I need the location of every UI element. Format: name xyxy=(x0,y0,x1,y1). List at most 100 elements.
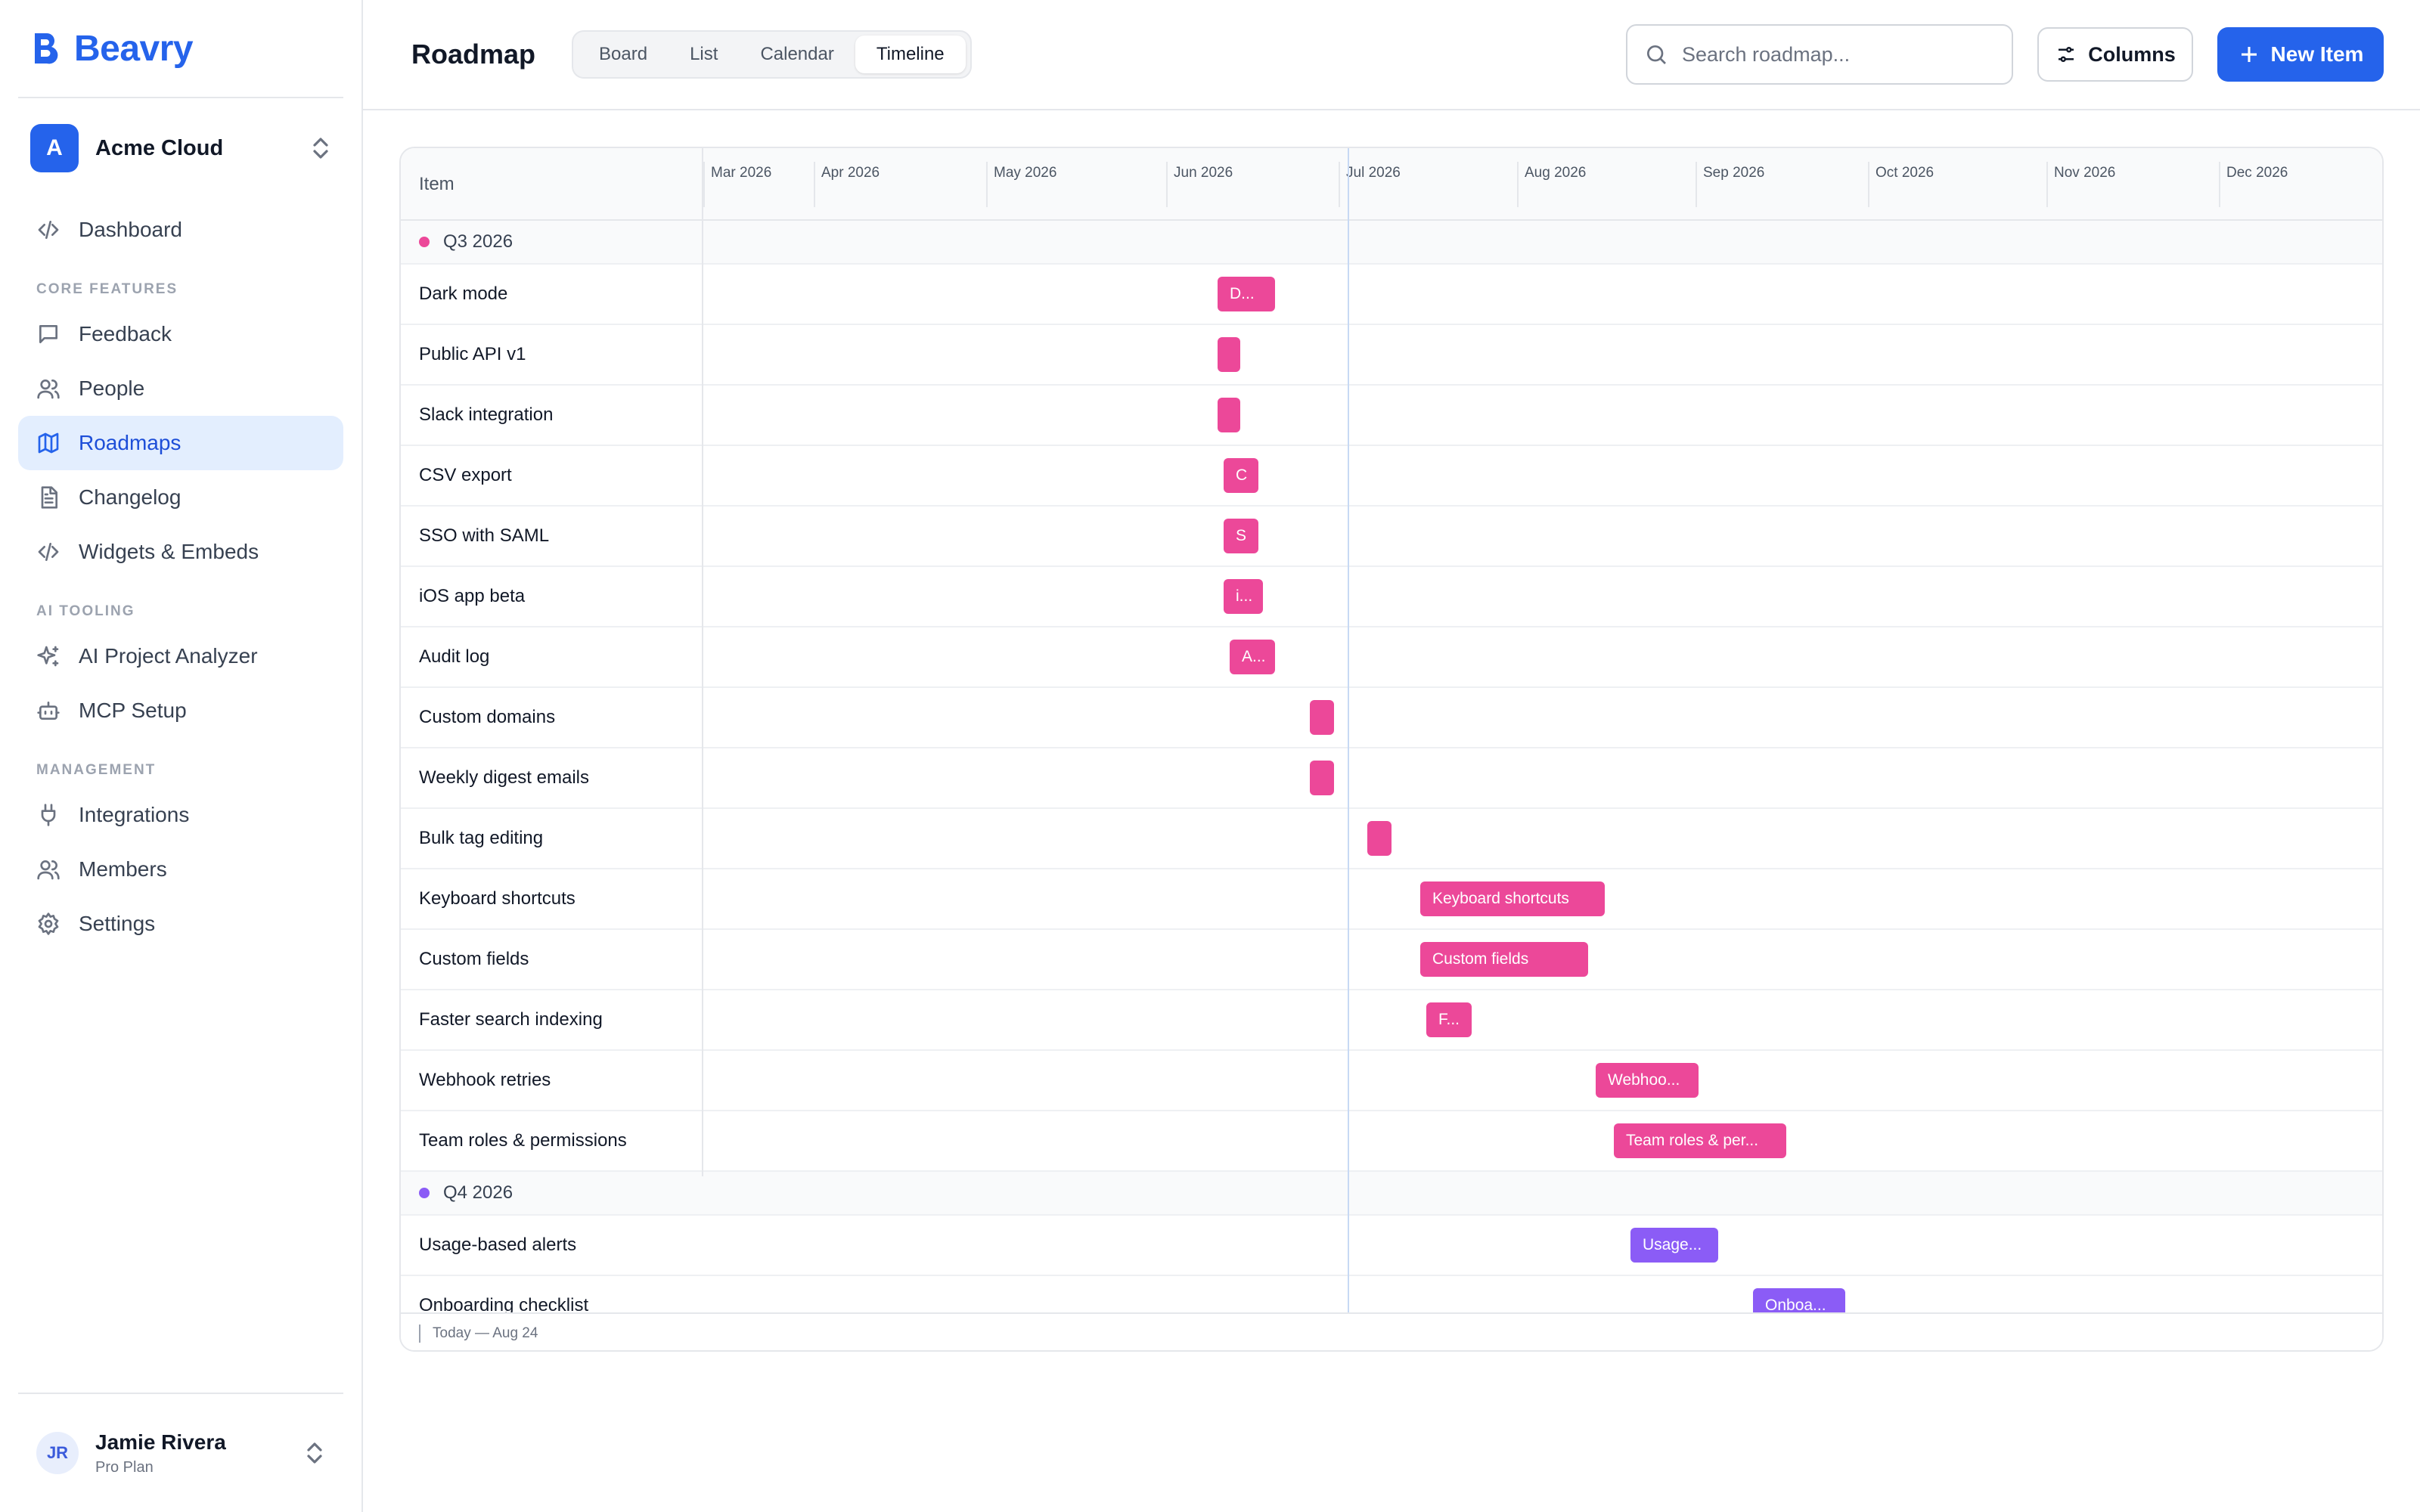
workspace-switcher[interactable]: A Acme Cloud xyxy=(18,100,343,197)
page-title: Roadmap xyxy=(411,39,536,70)
timeline-row: Public API v1 xyxy=(401,325,2382,386)
row-item-name[interactable]: Onboarding checklist xyxy=(419,1295,589,1315)
sidebar-item-feedback[interactable]: Feedback xyxy=(18,307,343,361)
timeline-bar[interactable]: Custom fields xyxy=(1420,942,1588,977)
sidebar-item-label: AI Project Analyzer xyxy=(79,644,258,668)
timeline-bar[interactable] xyxy=(1218,398,1240,432)
group-label: Q3 2026 xyxy=(443,231,513,252)
tab-list[interactable]: List xyxy=(690,44,718,64)
row-item-name[interactable]: Custom fields xyxy=(419,949,529,969)
sidebar-item-label: Widgets & Embeds xyxy=(79,540,259,563)
sidebar-item-roadmaps[interactable]: Roadmaps xyxy=(18,416,343,470)
workspace-avatar: A xyxy=(30,124,79,172)
topbar: Roadmap Board List Calendar Timeline Col… xyxy=(363,0,2420,110)
timeline-bar[interactable]: Usage... xyxy=(1630,1228,1718,1263)
row-item-name[interactable]: Dark mode xyxy=(419,284,508,304)
row-item-name[interactable]: Public API v1 xyxy=(419,344,526,364)
search-icon xyxy=(1647,45,1666,64)
search-input[interactable] xyxy=(1682,42,1984,67)
new-item-button[interactable]: New Item xyxy=(2217,27,2384,82)
timeline-bar[interactable] xyxy=(1310,700,1334,735)
sidebar-item-widgets[interactable]: Widgets & Embeds xyxy=(18,525,343,579)
sidebar-item-label: Feedback xyxy=(79,322,172,345)
sidebar-item-mcp[interactable]: MCP Setup xyxy=(18,683,343,738)
group-label: Q4 2026 xyxy=(443,1182,513,1203)
timeline-bar[interactable]: D... xyxy=(1218,277,1275,311)
sidebar-item-changelog[interactable]: Changelog xyxy=(18,470,343,525)
timeline-row: Webhook retries Webhoo... xyxy=(401,1051,2382,1111)
group-header[interactable]: Q3 2026 xyxy=(401,221,2382,265)
row-item-name[interactable]: Webhook retries xyxy=(419,1070,551,1090)
timeline-row: Bulk tag editing xyxy=(401,809,2382,869)
row-item-name[interactable]: Usage-based alerts xyxy=(419,1235,577,1255)
row-item-name[interactable]: Keyboard shortcuts xyxy=(419,888,576,909)
sidebar-item-label: Members xyxy=(79,857,167,881)
timeline-row: Team roles & permissions Team roles & per… xyxy=(401,1111,2382,1172)
nav-section-ai: AI TOOLING xyxy=(36,603,135,619)
row-item-name[interactable]: Weekly digest emails xyxy=(419,767,589,788)
brand[interactable]: Beavry xyxy=(18,0,343,98)
sidebar-item-people[interactable]: People xyxy=(18,361,343,416)
sidebar-item-members[interactable]: Members xyxy=(18,842,343,897)
file-text-icon xyxy=(41,486,57,509)
timeline-row: Usage-based alerts Usage... xyxy=(401,1216,2382,1276)
sidebar-item-integrations[interactable]: Integrations xyxy=(18,788,343,842)
sidebar-item-label: MCP Setup xyxy=(79,699,187,722)
nav-section-management: MANAGEMENT xyxy=(36,762,157,778)
user-info: Jamie Rivera Pro Plan xyxy=(95,1430,304,1476)
month-header: Oct 2026 xyxy=(1868,162,1934,207)
group-color-dot xyxy=(419,237,430,247)
user-name: Jamie Rivera xyxy=(95,1430,226,1454)
row-item-name[interactable]: Audit log xyxy=(419,646,490,667)
timeline-bar[interactable]: S xyxy=(1224,519,1258,553)
workspace-name: Acme Cloud xyxy=(95,135,224,160)
row-item-name[interactable]: Slack integration xyxy=(419,404,554,425)
timeline-bar[interactable]: Keyboard shortcuts xyxy=(1420,881,1605,916)
map-icon xyxy=(38,432,59,454)
sidebar-item-dashboard[interactable]: Dashboard xyxy=(18,203,343,257)
month-header: Nov 2026 xyxy=(2046,162,2115,207)
month-header: Apr 2026 xyxy=(814,162,880,207)
sidebar-item-label: Integrations xyxy=(79,803,190,826)
timeline-bar[interactable] xyxy=(1310,761,1334,795)
tab-calendar[interactable]: Calendar xyxy=(760,44,834,64)
row-item-name[interactable]: CSV export xyxy=(419,465,512,485)
row-item-name[interactable]: Bulk tag editing xyxy=(419,828,544,848)
timeline-bar[interactable] xyxy=(1367,821,1392,856)
row-item-name[interactable]: Faster search indexing xyxy=(419,1009,603,1030)
month-header: May 2026 xyxy=(986,162,1056,207)
gear-icon xyxy=(38,912,59,935)
plus-icon xyxy=(2241,47,2257,62)
group-header[interactable]: Q4 2026 xyxy=(401,1172,2382,1216)
user-menu[interactable]: JR Jamie Rivera Pro Plan xyxy=(18,1393,343,1512)
columns-button-label: Columns xyxy=(2088,42,2176,66)
sidebar-item-settings[interactable]: Settings xyxy=(18,897,343,951)
today-label: Today — Aug 24 xyxy=(433,1325,538,1341)
columns-button[interactable]: Columns xyxy=(2037,27,2193,82)
timeline-bar[interactable]: Team roles & per... xyxy=(1614,1123,1786,1158)
row-item-name[interactable]: SSO with SAML xyxy=(419,525,550,546)
tab-timeline[interactable]: Timeline xyxy=(855,36,966,73)
row-item-name[interactable]: iOS app beta xyxy=(419,586,526,606)
chevron-up-down-icon xyxy=(313,138,328,159)
timeline-bar[interactable]: Webhoo... xyxy=(1596,1063,1699,1098)
group-color-dot xyxy=(419,1188,430,1198)
tab-board[interactable]: Board xyxy=(599,44,648,64)
sidebar-item-ai-analyzer[interactable]: AI Project Analyzer xyxy=(18,629,343,683)
search-box xyxy=(1626,24,2013,85)
sidebar-item-label: Dashboard xyxy=(79,218,182,241)
row-item-name[interactable]: Team roles & permissions xyxy=(419,1130,627,1151)
chevron-up-down-icon xyxy=(307,1442,322,1464)
timeline-bar[interactable]: C xyxy=(1224,458,1258,493)
row-item-name[interactable]: Custom domains xyxy=(419,707,556,727)
timeline-bar[interactable] xyxy=(1218,337,1240,372)
users-icon xyxy=(37,860,60,880)
timeline-bar[interactable]: i... xyxy=(1224,579,1263,614)
timeline-bar[interactable]: A... xyxy=(1230,640,1275,674)
sidebar-item-label: Roadmaps xyxy=(79,431,182,454)
timeline-bar[interactable]: F... xyxy=(1426,1002,1472,1037)
beavry-logo-icon xyxy=(35,33,58,64)
sidebar-item-label: Changelog xyxy=(79,485,182,509)
sidebar-nav: Dashboard CORE FEATURES Feedback People … xyxy=(18,203,343,951)
sliders-icon xyxy=(2059,47,2074,62)
